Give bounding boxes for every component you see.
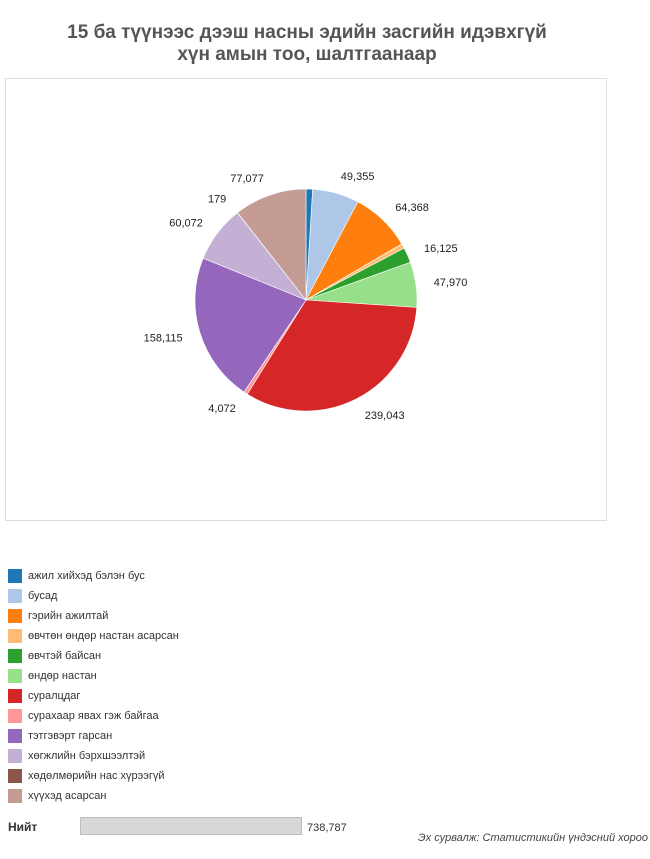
slice-value-label: 239,043 (365, 410, 405, 422)
legend-swatch (8, 789, 22, 803)
legend: ажил хийхэд бэлэн бус бусад гэрийн ажилтай… (8, 566, 179, 806)
legend-swatch (8, 649, 22, 663)
legend-swatch (8, 569, 22, 583)
total-bar (80, 817, 302, 835)
legend-label: хүүхэд асарсан (28, 790, 106, 802)
legend-label: суралцдаг (28, 690, 80, 702)
chart-area: 49,355 64,368 16,125 47,970 239,043 4,072 158,… (5, 78, 607, 521)
legend-label: өвчтэй байсан (28, 650, 101, 662)
legend-item: хүүхэд асарсан (8, 786, 179, 806)
slice-value-label: 47,970 (434, 277, 468, 289)
legend-item: хөгжлийн бэрхшээлтэй (8, 746, 179, 766)
legend-label: ажил хийхэд бэлэн бус (28, 570, 145, 582)
legend-label: хөдөлмөрийн нас хүрээгүй (28, 770, 165, 782)
slice-value-label: 60,072 (169, 217, 203, 229)
legend-item: гэрийн ажилтай (8, 606, 179, 626)
legend-swatch (8, 709, 22, 723)
legend-swatch (8, 689, 22, 703)
legend-item: өндөр настан (8, 666, 179, 686)
slice-value-label: 16,125 (424, 243, 458, 255)
legend-item: өвчтэй байсан (8, 646, 179, 666)
legend-item: сурахаар явах гэж байгаа (8, 706, 179, 726)
legend-swatch (8, 749, 22, 763)
legend-label: хөгжлийн бэрхшээлтэй (28, 750, 145, 762)
legend-swatch (8, 609, 22, 623)
legend-label: өвчтөн өндөр настан асарсан (28, 630, 179, 642)
pie-chart: 49,355 64,368 16,125 47,970 239,043 4,072 158,… (6, 79, 606, 520)
legend-label: тэтгэвэрт гарсан (28, 730, 112, 742)
legend-item: суралцдаг (8, 686, 179, 706)
legend-item: тэтгэвэрт гарсан (8, 726, 179, 746)
legend-swatch (8, 729, 22, 743)
slice-value-label: 4,072 (208, 403, 236, 415)
legend-swatch (8, 769, 22, 783)
legend-swatch (8, 669, 22, 683)
legend-item: хөдөлмөрийн нас хүрээгүй (8, 766, 179, 786)
source-note: Эх сурвалж: Статистикийн үндэсний хороо (418, 832, 648, 844)
legend-item: ажил хийхэд бэлэн бус (8, 566, 179, 586)
title-line-1: 15 ба түүнээс дээш насны эдийн засгийн и… (0, 22, 614, 44)
slice-value-label: 77,077 (230, 173, 264, 185)
slice-value-label: 179 (208, 194, 226, 206)
title-line-2: хүн амын тоо, шалтгаанаар (0, 44, 614, 66)
legend-item: өвчтөн өндөр настан асарсан (8, 626, 179, 646)
slice-value-label: 64,368 (395, 202, 429, 214)
legend-swatch (8, 629, 22, 643)
slice-value-label: 49,355 (341, 171, 375, 183)
legend-swatch (8, 589, 22, 603)
slice-value-label: 158,115 (144, 333, 183, 345)
legend-item: бусад (8, 586, 179, 606)
legend-label: гэрийн ажилтай (28, 610, 108, 622)
legend-label: бусад (28, 590, 57, 602)
legend-label: өндөр настан (28, 670, 97, 682)
total-value: 738,787 (307, 822, 347, 834)
chart-title: 15 ба түүнээс дээш насны эдийн засгийн и… (0, 22, 614, 66)
legend-label: сурахаар явах гэж байгаа (28, 710, 159, 722)
total-label: Нийт (8, 820, 37, 834)
